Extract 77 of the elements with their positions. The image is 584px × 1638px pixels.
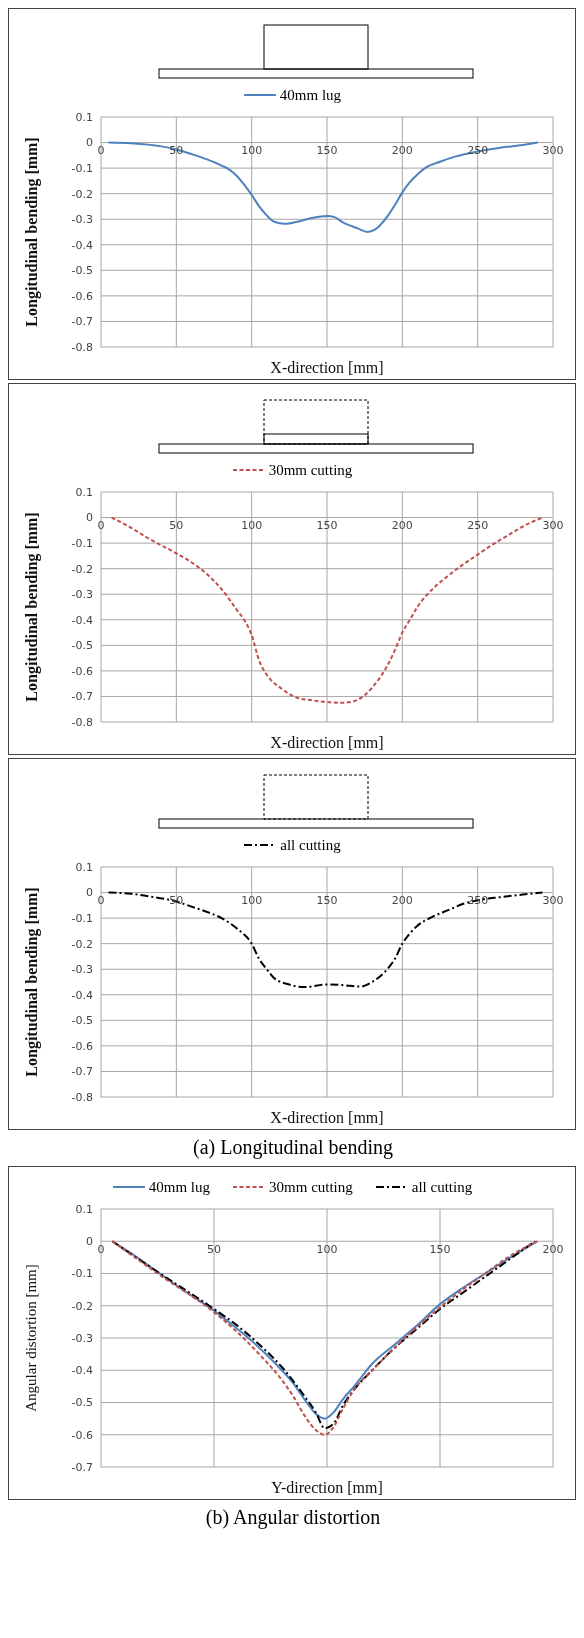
legend-label: 30mm cutting [268,461,353,479]
y-tick-label: -0.5 [71,1014,93,1028]
x-tick-label: 300 [542,144,564,158]
y-tick-label: -0.6 [71,664,93,678]
legend-label: all cutting [280,836,341,854]
y-tick-label: -0.6 [71,289,93,303]
x-tick-label: 50 [207,1243,221,1257]
x-tick-label: 100 [241,144,263,158]
y-tick-label: -0.8 [71,715,93,729]
y-tick-label: -0.2 [71,937,93,951]
y-tick-label: -0.6 [71,1428,93,1442]
y-tick-label: -0.7 [71,315,93,329]
y-axis-title: Longitudinal bending [mm] [22,512,41,702]
x-tick-label: 150 [429,1243,451,1257]
x-tick-label: 0 [97,1243,105,1257]
y-tick-label: -0.7 [71,1460,93,1474]
x-axis-title: X-direction [mm] [270,359,384,376]
y-tick-label: -0.7 [71,690,93,704]
x-tick-label: 200 [391,519,413,533]
y-tick-label: -0.3 [71,588,93,602]
x-tick-label: 0 [97,519,105,533]
x-axis-title: X-direction [mm] [270,1109,384,1126]
legend-label: 30mm cutting [269,1178,353,1196]
y-axis-title: Longitudinal bending [mm] [22,887,41,1077]
y-tick-label: -0.3 [71,963,93,977]
y-tick-label: -0.4 [71,613,93,627]
y-tick-label: -0.8 [71,1090,93,1104]
x-tick-label: 150 [316,144,338,158]
y-tick-label: -0.2 [71,562,93,576]
y-tick-label: -0.2 [71,187,93,201]
legend-label: 40mm lug [148,1178,211,1196]
y-tick-label: -0.3 [71,213,93,227]
y-tick-label: 0.1 [75,485,93,499]
x-tick-label: 200 [391,144,413,158]
y-tick-label: -0.1 [71,537,93,551]
x-axis-title: X-direction [mm] [270,734,384,751]
x-tick-label: 150 [316,519,338,533]
x-tick-label: 300 [542,894,564,908]
y-tick-label: -0.6 [71,1039,93,1053]
x-tick-label: 0 [97,144,105,158]
y-tick-label: -0.1 [71,1267,93,1281]
y-tick-label: -0.2 [71,1299,93,1313]
x-tick-label: 250 [467,519,489,533]
y-tick-label: -0.1 [71,162,93,176]
x-tick-label: 300 [542,519,564,533]
x-tick-label: 200 [542,1243,564,1257]
x-tick-label: 200 [391,894,413,908]
y-tick-label: -0.5 [71,264,93,278]
x-tick-label: 250 [467,894,489,908]
legend-label: 40mm lug [279,86,342,104]
y-tick-label: -0.1 [71,912,93,926]
legend-label: all cutting [411,1178,473,1196]
y-tick-label: 0.1 [75,110,93,124]
text: (a) Longitudinal bending [192,1136,394,1159]
y-tick-label: -0.4 [71,1364,93,1378]
x-tick-label: 150 [316,894,338,908]
y-tick-label: -0.5 [71,1396,93,1410]
x-tick-label: 100 [241,894,263,908]
y-tick-label: 0.1 [75,860,93,874]
y-tick-label: -0.3 [71,1331,93,1345]
x-tick-label: 100 [241,519,263,533]
line-series [107,141,539,233]
y-tick-label: -0.4 [71,238,93,252]
x-tick-label: 50 [169,519,184,533]
x-tick-label: 0 [97,894,105,908]
y-tick-label: -0.8 [71,340,93,354]
y-axis-title: Longitudinal bending [mm] [22,137,41,327]
y-axis-title: Angular distortion [mm] [23,1264,40,1412]
x-tick-label: 100 [316,1243,338,1257]
y-tick-label: -0.5 [71,639,93,653]
y-tick-label: -0.7 [71,1065,93,1079]
x-axis-title: Y-direction [mm] [271,1479,383,1496]
y-tick-label: -0.4 [71,988,93,1002]
y-tick-label: 0.1 [75,1202,93,1216]
line-series [107,891,544,989]
text: (b) Angular distortion [204,1506,382,1529]
line-series [110,516,544,704]
